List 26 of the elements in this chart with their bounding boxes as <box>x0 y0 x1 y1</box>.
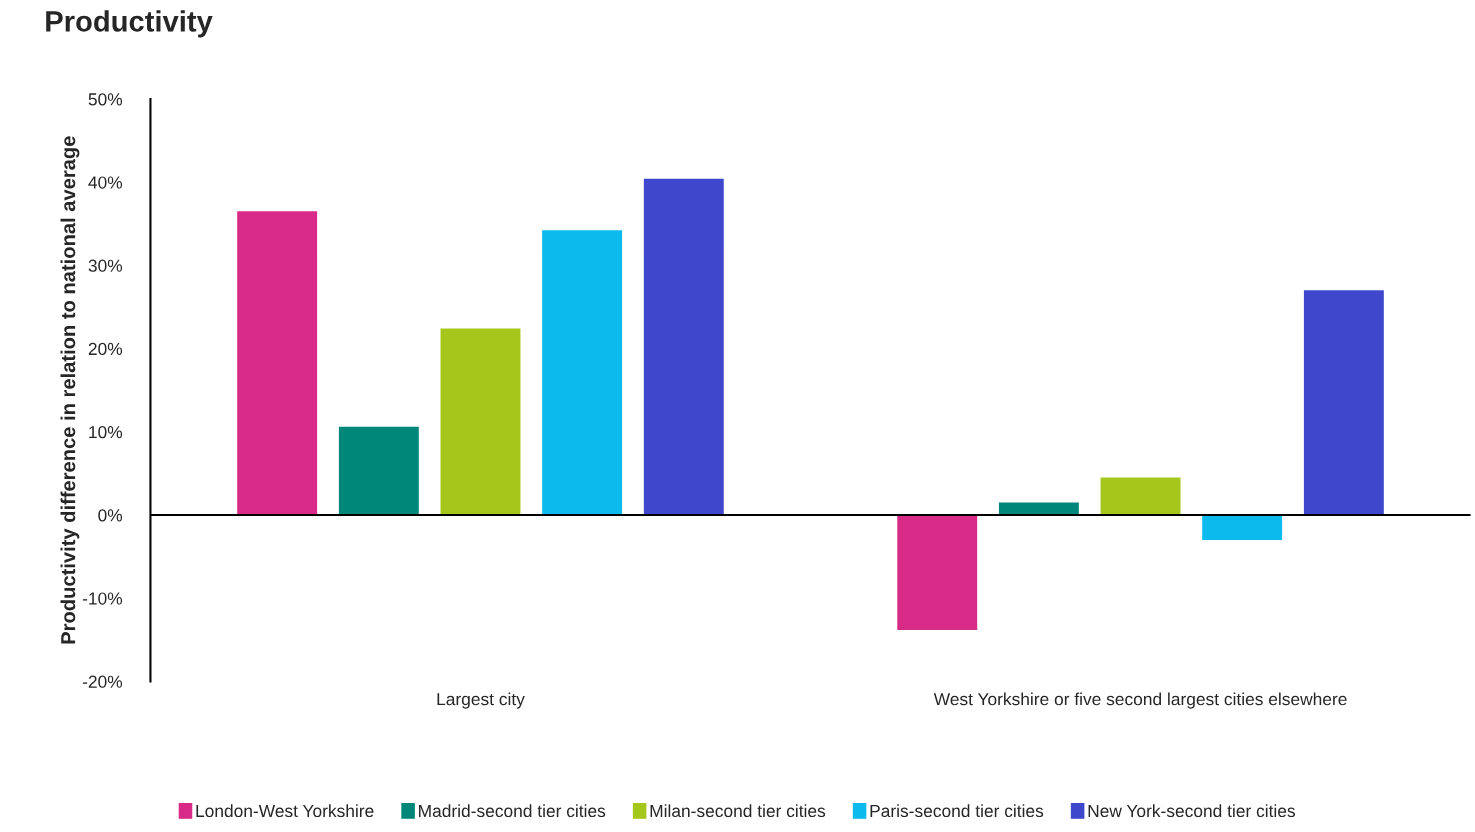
bar <box>1099 476 1182 516</box>
y-tick-label: 20% <box>88 342 123 356</box>
x-tick-label: West Yorkshire or five second largest cities elsewhere <box>933 692 1347 709</box>
bar <box>235 209 319 516</box>
bar <box>337 425 421 516</box>
bar <box>439 327 522 516</box>
y-tick-label: 30% <box>88 259 123 272</box>
y-tick-label: 10% <box>89 425 123 439</box>
legend-label: Madrid-second tier cities <box>419 804 606 818</box>
x-tick-label: Largest city <box>437 692 525 709</box>
y-axis-title: Productivity difference in relation to national average <box>60 136 80 644</box>
y-tick-label: 50% <box>88 93 123 106</box>
bar <box>642 177 726 516</box>
legend-label: Milan-second tier cities <box>650 804 826 818</box>
y-tick-label: 40% <box>88 176 123 189</box>
bar <box>540 228 624 516</box>
y-tick-label: 0% <box>98 509 123 522</box>
legend-label: London-West Yorkshire <box>196 804 374 818</box>
bar <box>895 514 979 632</box>
legend-label: New York-second tier cities <box>1088 804 1295 818</box>
y-tick-label: -20% <box>82 675 123 688</box>
chart-title: Productivity <box>46 10 213 38</box>
bar <box>1302 288 1386 516</box>
y-tick-label: -10% <box>82 592 123 605</box>
legend-label: Paris-second tier cities <box>870 804 1044 818</box>
bar <box>1200 514 1284 542</box>
